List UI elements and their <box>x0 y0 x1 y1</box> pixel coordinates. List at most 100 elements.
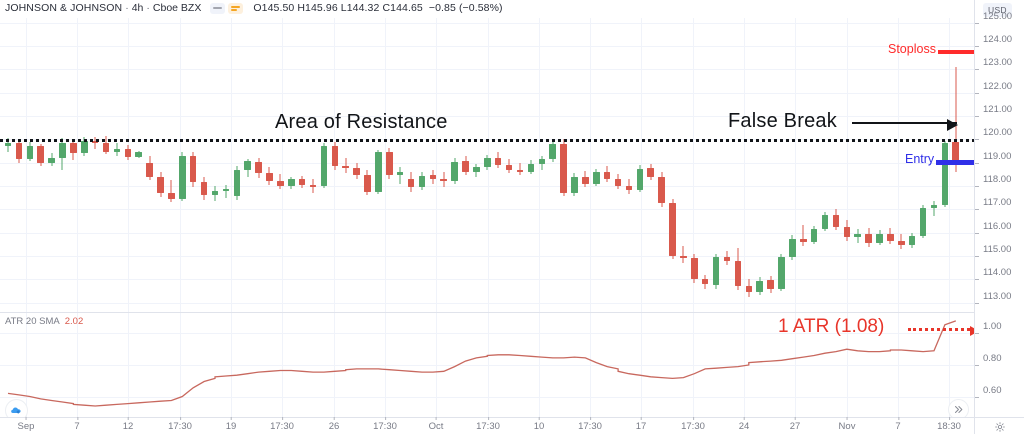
candlestick <box>625 179 633 195</box>
atr-legend-value: 2.02 <box>64 316 84 327</box>
currency-badge: USD <box>983 3 1012 17</box>
candlestick <box>647 163 654 181</box>
price-axis[interactable]: USD 125.00 124.00 123.00 122.00 121.00 120.00… <box>974 0 1024 417</box>
time-gridline <box>436 313 437 417</box>
candlestick <box>113 142 121 156</box>
candle-body <box>919 208 927 237</box>
pane-divider <box>0 312 975 313</box>
candlestick <box>734 247 742 290</box>
candle-body <box>418 175 426 188</box>
candlestick <box>309 179 317 193</box>
time-gridline <box>847 313 848 417</box>
candle-body <box>930 204 938 209</box>
candle-wick <box>170 180 172 203</box>
candle-body <box>4 142 12 147</box>
candle-body <box>222 189 230 192</box>
candlestick <box>876 230 883 246</box>
tick-mark <box>282 417 283 420</box>
price-pane[interactable] <box>0 18 975 312</box>
candlestick <box>919 204 927 239</box>
price-axis-tick: 125.00 <box>975 11 1024 29</box>
candlestick <box>102 135 110 155</box>
candle-body <box>48 157 55 163</box>
candlestick <box>331 141 339 170</box>
chart-legend: JOHNSON & JOHNSON · 4h · Cboe BZX O145.5… <box>5 2 503 14</box>
candle-wick <box>682 245 684 263</box>
time-axis-tick: 12 <box>123 417 133 432</box>
candle-body <box>560 143 567 193</box>
candle-body <box>636 168 644 190</box>
candlestick <box>843 219 851 241</box>
time-axis-tick: 26 <box>329 417 339 432</box>
time-gridline <box>436 18 437 312</box>
atr-axis-tick: 0.60 <box>975 385 1024 403</box>
candlestick <box>603 166 611 183</box>
time-gridline <box>77 313 78 417</box>
candle-body <box>712 257 720 286</box>
candlestick <box>287 176 295 190</box>
time-gridline <box>795 313 796 417</box>
candle-body <box>734 260 742 287</box>
candlestick <box>712 253 720 289</box>
candle-body <box>342 166 349 169</box>
candlestick <box>266 167 273 185</box>
chart-style-icon[interactable] <box>228 2 244 14</box>
tick-mark <box>333 417 335 420</box>
candle-body <box>364 175 371 192</box>
time-gridline <box>949 313 950 417</box>
interval-label[interactable]: 4h <box>131 2 144 14</box>
candle-body <box>233 169 241 197</box>
price-axis-tick: 121.00 <box>975 104 1024 122</box>
price-axis-tick: 113.00 <box>975 291 1024 309</box>
candlestick <box>756 277 763 295</box>
candlestick <box>593 168 600 186</box>
candlestick <box>4 138 12 153</box>
time-gridline <box>898 18 899 312</box>
candle-wick <box>225 184 227 198</box>
candlestick <box>723 251 731 266</box>
tick-mark <box>538 417 540 420</box>
candle-body <box>494 157 502 165</box>
candlestick <box>527 160 535 175</box>
time-gridline <box>847 18 848 312</box>
candlestick <box>810 225 818 245</box>
time-gridline <box>128 313 129 417</box>
candlestick <box>298 175 306 189</box>
tick-mark <box>26 417 27 420</box>
exchange-label: Cboe BZX <box>152 2 202 14</box>
candle-body <box>320 146 328 186</box>
price-gridline <box>0 69 975 71</box>
false-break-label: False Break <box>728 110 837 133</box>
price-axis-tick: 119.00 <box>975 151 1024 169</box>
atr-legend-label: ATR 20 SMA <box>5 316 60 327</box>
indicator-settings-icon[interactable] <box>210 2 226 14</box>
candle-body <box>309 184 317 187</box>
entry-label: Entry <box>905 152 935 167</box>
time-gridline <box>539 313 540 417</box>
candlestick <box>571 173 578 197</box>
candlestick <box>832 209 840 231</box>
candlestick <box>473 163 480 177</box>
candle-body <box>298 179 306 185</box>
candle-body <box>527 163 535 172</box>
atr-pane[interactable] <box>0 313 975 417</box>
price-gridline <box>0 302 975 304</box>
candlestick <box>767 275 774 294</box>
candle-body <box>571 176 578 193</box>
time-axis-tick: 19 <box>226 417 236 432</box>
candlestick <box>211 186 219 202</box>
chart-settings-button[interactable] <box>974 417 1024 434</box>
atr-axis-tick: 0.80 <box>975 353 1024 371</box>
price-gridline <box>0 279 975 281</box>
candle-body <box>353 168 360 176</box>
time-gridline <box>180 313 181 417</box>
time-gridline <box>26 313 27 417</box>
time-gridline <box>334 313 335 417</box>
candle-body <box>287 178 295 186</box>
candlestick <box>930 201 938 217</box>
time-axis[interactable]: Sep 7 12 17:30 19 17:30 26 17:30 Oct 17:30 10 17:30… <box>0 417 975 434</box>
candle-body <box>15 142 23 160</box>
price-gridline <box>0 92 975 94</box>
candle-body <box>462 161 469 172</box>
symbol-label[interactable]: JOHNSON & JOHNSON <box>5 2 123 14</box>
